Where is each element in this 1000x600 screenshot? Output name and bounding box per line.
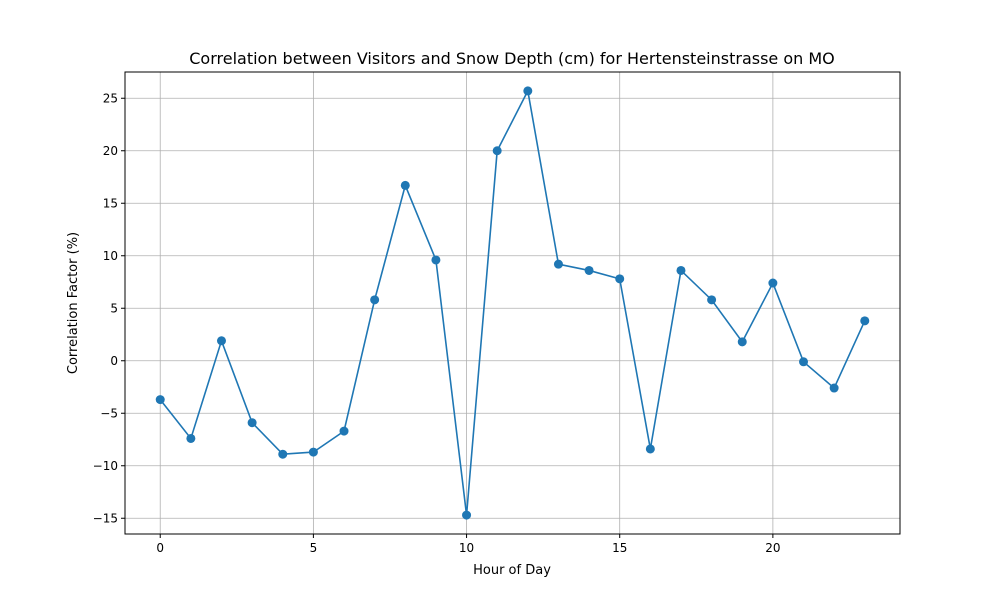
data-point [860,316,870,326]
data-point [339,426,349,436]
y-tick-label: 10 [103,249,118,263]
data-point [645,444,655,454]
y-tick-label: −15 [93,511,118,525]
plot-frame [124,71,901,535]
data-point [155,395,165,405]
y-tick-label: 25 [103,91,118,105]
y-tick-label: −5 [100,406,118,420]
data-point [523,86,533,96]
data-point [829,383,839,393]
series-group [155,86,870,520]
data-point [553,259,563,269]
data-point [768,278,778,288]
data-point [247,418,257,428]
data-point [308,447,318,457]
y-axis-label: Correlation Factor (%) [66,232,81,374]
data-point [462,510,472,520]
data-point [186,433,196,443]
data-point [278,449,288,459]
data-point [707,295,717,305]
x-tick-label: 5 [310,541,318,555]
data-point [676,265,686,275]
y-tick-label: 0 [110,354,118,368]
x-tick-label: 15 [612,541,627,555]
y-tick-label: −10 [93,459,118,473]
data-point [431,255,441,265]
data-point [737,337,747,347]
x-tick-label: 20 [765,541,780,555]
series-line [159,88,866,516]
data-point [615,274,625,284]
y-tick-label: 15 [103,196,118,210]
data-point [492,146,502,156]
data-point [370,295,380,305]
data-point [584,265,594,275]
x-tick-label: 0 [156,541,164,555]
y-axis-ticks: −15 −10 −5 0 5 10 15 20 25 [93,91,125,525]
x-axis-ticks: 0 5 10 15 20 [156,534,781,555]
chart-title: Correlation between Visitors and Snow De… [189,49,835,68]
y-tick-label: 5 [110,301,118,315]
data-point [400,180,410,190]
y-tick-label: 20 [103,144,118,158]
x-tick-label: 10 [459,541,474,555]
data-point [216,336,226,346]
data-point [799,357,809,367]
grid [125,72,900,534]
x-axis-label: Hour of Day [473,563,551,578]
